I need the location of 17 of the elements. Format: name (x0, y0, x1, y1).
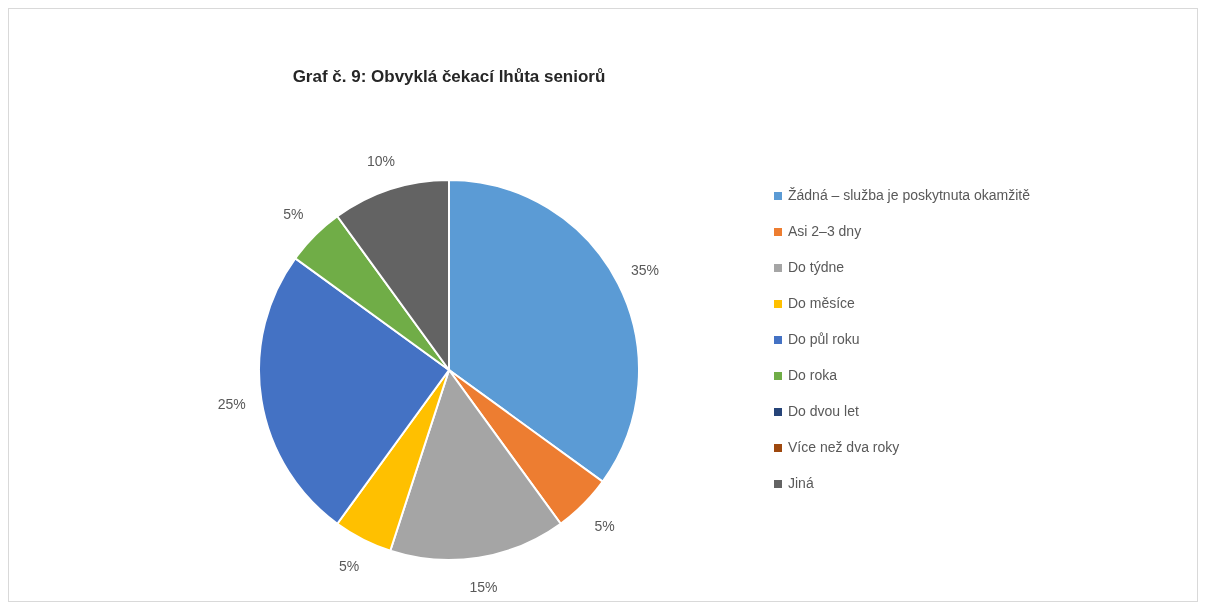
legend-label: Do měsíce (788, 295, 855, 311)
data-label: 25% (217, 396, 246, 413)
legend-label: Do půl roku (788, 331, 860, 347)
legend-label: Jiná (788, 475, 814, 491)
data-label: 5% (283, 206, 304, 223)
data-label: 10% (367, 152, 396, 169)
data-label: 5% (594, 517, 615, 534)
legend-label: Do roka (788, 367, 838, 383)
data-label: 15% (469, 579, 498, 596)
legend-label: Do týdne (788, 259, 845, 275)
chart-title: Graf č. 9: Obvyklá čekací lhůta seniorů (291, 67, 607, 87)
legend-label: Do dvou let (788, 403, 859, 419)
legend-label: Více než dva roky (788, 439, 900, 455)
legend-label: Asi 2–3 dny (788, 223, 862, 239)
data-label: 35% (631, 262, 660, 279)
legend-label: Žádná – služba je poskytnuta okamžitě (788, 187, 1031, 203)
data-label: 5% (339, 558, 360, 575)
